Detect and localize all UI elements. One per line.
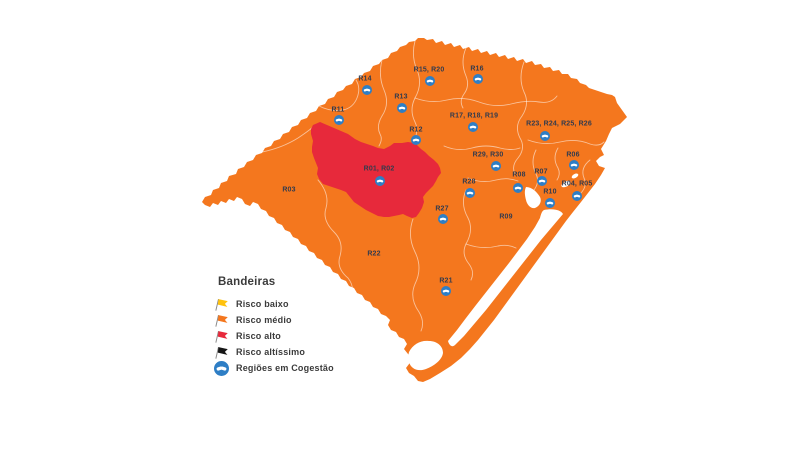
cogestao-icon	[375, 176, 385, 186]
cogestao-icon	[468, 122, 478, 132]
legend-item: Risco médio	[213, 312, 334, 328]
cogestao-icon	[362, 85, 372, 95]
region-label: R27	[435, 205, 449, 213]
legend: Bandeiras Risco baixo Risco médio Risco al…	[213, 276, 334, 376]
region-label: R03	[282, 186, 296, 194]
cogestao-icon	[537, 176, 547, 186]
region-label: R28	[462, 178, 476, 186]
cogestao-icon	[441, 286, 451, 296]
region-label: R14	[358, 75, 372, 83]
flag-icon-yellow	[213, 296, 229, 312]
lagoons	[408, 173, 579, 371]
lagoa-tramandai	[561, 180, 571, 188]
region-label: R21	[439, 277, 453, 285]
legend-label: Risco alto	[236, 331, 282, 341]
region-label: R22	[367, 250, 381, 258]
lagoa-quadros	[571, 173, 579, 179]
cogestao-icon	[397, 103, 407, 113]
cogestao-icon	[491, 161, 501, 171]
region-label: R07	[534, 168, 548, 176]
cogestao-icon	[438, 214, 448, 224]
region-label: R10	[543, 188, 557, 196]
region-label: R04, R05	[561, 180, 593, 188]
region-label: R12	[409, 126, 423, 134]
region-label: R23, R24, R25, R26	[526, 120, 592, 128]
region-label: R06	[566, 151, 580, 159]
region-label: R17, R18, R19	[449, 112, 499, 120]
region-shape-alto-r01-r02	[311, 122, 441, 218]
flag-icon-orange	[213, 312, 229, 328]
lagoa-guaiba	[524, 187, 541, 209]
lagoa-dos-patos	[448, 209, 563, 347]
legend-items: Risco baixo Risco médio Risco alto Risco al…	[213, 296, 334, 376]
cogestao-icon	[334, 115, 344, 125]
cogestao-icon	[465, 188, 475, 198]
cogestao-icon	[473, 74, 483, 84]
region-label: R29, R30	[472, 151, 504, 159]
region-label: R13	[394, 93, 408, 101]
cogestao-icon	[213, 360, 229, 376]
cogestao-icon	[572, 191, 582, 201]
legend-item: Risco baixo	[213, 296, 334, 312]
legend-item: Risco alto	[213, 328, 334, 344]
legend-item: Regiões em Cogestão	[213, 360, 334, 376]
region-borders	[261, 40, 605, 332]
region-label: R08	[512, 171, 526, 179]
legend-title: Bandeiras	[218, 276, 276, 288]
legend-label: Risco médio	[236, 315, 292, 325]
cogestao-icon	[513, 183, 523, 193]
region-label: R15, R20	[413, 66, 445, 74]
legend-label: Regiões em Cogestão	[236, 363, 334, 373]
cogestao-icon	[411, 135, 421, 145]
legend-label: Risco altíssimo	[236, 347, 306, 357]
legend-item: Risco altíssimo	[213, 344, 334, 360]
region-label: R11	[331, 106, 345, 114]
cogestao-icon	[569, 160, 579, 170]
lagoa-mirim	[408, 340, 443, 371]
region-label: R01, R02	[363, 165, 395, 173]
cogestao-icon	[425, 76, 435, 86]
cogestao-icon	[545, 198, 555, 208]
region-label: R16	[470, 65, 484, 73]
legend-label: Risco baixo	[236, 299, 289, 309]
flag-icon-red	[213, 328, 229, 344]
cogestao-icon	[540, 131, 550, 141]
flag-icon-black	[213, 344, 229, 360]
region-label: R09	[499, 213, 513, 221]
